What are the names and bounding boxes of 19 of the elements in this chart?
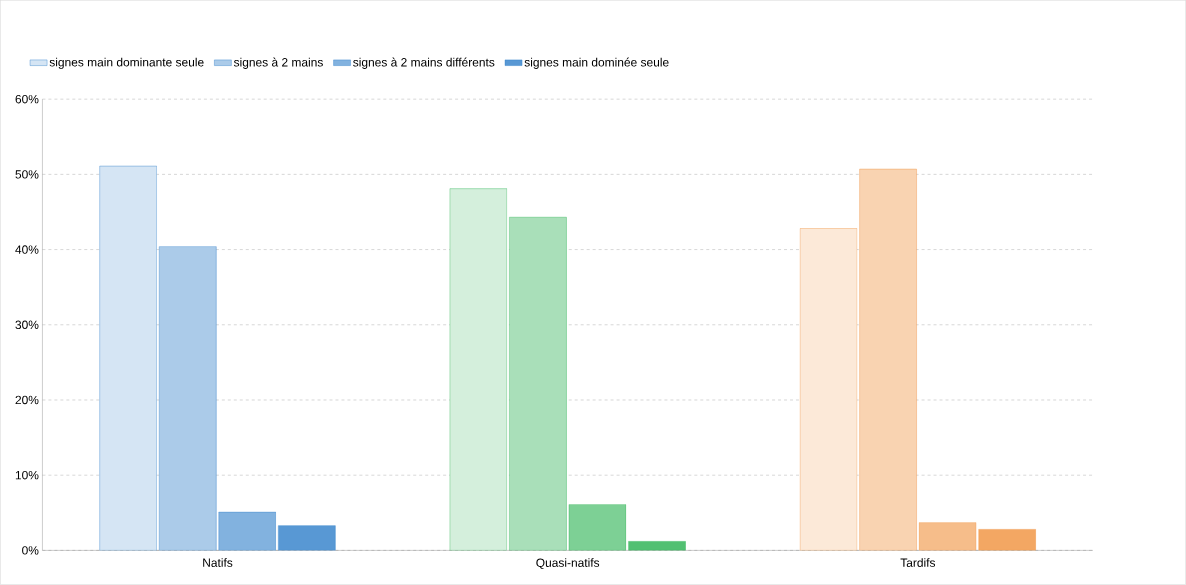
y-tick-label: 50% <box>15 170 39 179</box>
y-tick-label: 30% <box>15 320 39 330</box>
x-tick-label: Natifs <box>203 558 233 568</box>
x-tick-label: Tardifs <box>900 558 936 568</box>
legend-label: signes à 2 mains <box>233 57 323 70</box>
legend-label: signes à 2 mains différents <box>353 57 495 70</box>
y-tick-label: 0% <box>22 546 39 555</box>
bar <box>799 228 858 551</box>
bar <box>918 522 977 551</box>
legend-label: signes main dominée seule <box>524 57 669 70</box>
legend-label: signes main dominante seule <box>49 57 204 69</box>
y-tick-label: 10% <box>15 471 39 480</box>
y-tick-label: 60% <box>15 95 39 104</box>
y-tick-label: 40% <box>15 245 39 254</box>
y-tick-label: 20% <box>15 395 39 405</box>
x-tick-label: Quasi-natifs <box>536 558 600 570</box>
bar <box>568 504 627 551</box>
bar <box>449 188 508 551</box>
bar <box>218 511 277 551</box>
